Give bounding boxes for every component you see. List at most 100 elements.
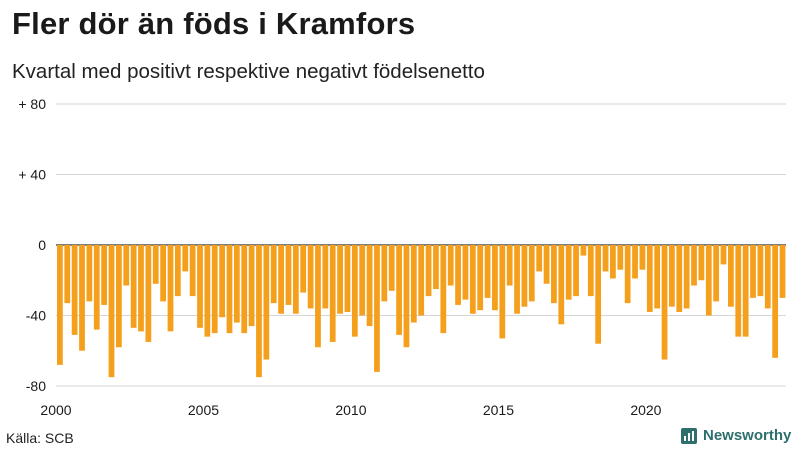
bar (285, 245, 292, 305)
bar (469, 245, 476, 314)
bar (351, 245, 358, 337)
y-tick-label: + 40 (18, 167, 46, 183)
bar (639, 245, 646, 270)
bar (573, 245, 579, 297)
bar (278, 245, 284, 314)
bar (108, 245, 115, 378)
bar (167, 245, 174, 332)
bar (750, 245, 756, 298)
bar (418, 245, 425, 316)
bar (86, 245, 93, 302)
bar (742, 245, 749, 337)
bar (499, 245, 506, 339)
bar (204, 245, 211, 337)
bar (646, 245, 653, 312)
chart-title: Fler dör än föds i Kramfors (12, 6, 416, 41)
bar (233, 245, 240, 323)
bar (580, 245, 587, 256)
brand-name: Newsworthy (703, 427, 792, 444)
chart-subtitle: Kvartal med positivt respektive negativt… (12, 60, 485, 83)
bar (587, 245, 594, 297)
bar (396, 245, 402, 335)
bar (123, 245, 130, 286)
bar (602, 245, 609, 272)
bar (462, 245, 469, 300)
bar (300, 245, 307, 293)
bar (779, 245, 786, 298)
bar-series (57, 245, 786, 378)
bar (728, 245, 734, 307)
bar (528, 245, 535, 302)
bar (241, 245, 248, 334)
bar (772, 245, 779, 358)
bar (654, 245, 661, 309)
bar (64, 245, 71, 304)
bar (329, 245, 336, 342)
source-note: Källa: SCB (6, 430, 74, 446)
bar (514, 245, 520, 314)
bar (174, 245, 181, 297)
brand-logo: Newsworthy (681, 427, 791, 444)
bar (366, 245, 373, 327)
bar (182, 245, 189, 272)
bar (403, 245, 410, 348)
newsworthy-icon (681, 427, 697, 444)
bar (492, 245, 498, 311)
bar (543, 245, 550, 284)
bar (344, 245, 351, 312)
bar (551, 245, 557, 304)
bar (388, 245, 395, 291)
bar (410, 245, 417, 323)
bar (248, 245, 255, 327)
bar (263, 245, 270, 360)
bar (661, 245, 668, 360)
bar (130, 245, 137, 328)
bar (93, 245, 100, 330)
bar (764, 245, 771, 309)
bar (425, 245, 432, 297)
bar (307, 245, 314, 309)
bar (226, 245, 233, 334)
bar (270, 245, 277, 304)
bar (610, 245, 616, 279)
bar (632, 245, 638, 279)
bar (101, 245, 108, 305)
y-tick-label: -80 (26, 378, 46, 394)
bar (433, 245, 439, 290)
y-tick-label: 0 (38, 237, 46, 253)
y-tick-label: + 80 (18, 96, 46, 112)
bar (440, 245, 447, 334)
bar (57, 245, 63, 365)
bar (506, 245, 513, 286)
x-tick-label: 2005 (188, 402, 219, 418)
bar (720, 245, 727, 265)
bar (337, 245, 343, 314)
y-tick-label: -40 (26, 308, 46, 324)
bar (145, 245, 152, 342)
bar (558, 245, 565, 325)
bar (455, 245, 461, 305)
bar (79, 245, 85, 351)
bar (757, 245, 764, 297)
bar (315, 245, 321, 348)
bar (160, 245, 166, 302)
bar (447, 245, 454, 286)
bar (71, 245, 78, 335)
x-tick-label: 2010 (335, 402, 366, 418)
bar (624, 245, 631, 304)
bar (374, 245, 380, 372)
bar (676, 245, 683, 312)
bar (691, 245, 697, 286)
x-tick-label: 2020 (630, 402, 661, 418)
bar (219, 245, 225, 318)
x-axis-ticks: 2000 2005 2010 2015 2020 (40, 402, 661, 418)
bar (484, 245, 491, 298)
bar (521, 245, 528, 307)
bar (152, 245, 159, 284)
bar (211, 245, 218, 334)
bar (138, 245, 144, 332)
bar (381, 245, 388, 302)
bar (698, 245, 705, 281)
bar (197, 245, 203, 328)
